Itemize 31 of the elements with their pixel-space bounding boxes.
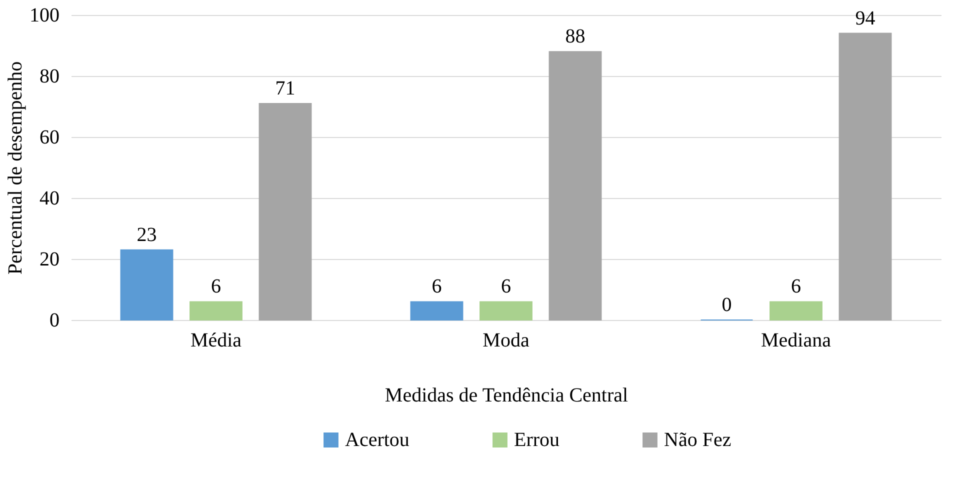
data-label: 6 [501, 276, 511, 298]
x-tick-label: Mediana [761, 330, 832, 352]
data-label: 23 [136, 224, 157, 246]
y-tick-label: 100 [30, 4, 60, 26]
y-tick-label: 40 [40, 188, 60, 210]
bar [770, 301, 822, 320]
x-tick-label: Média [190, 330, 242, 352]
x-tick-label: Moda [482, 330, 530, 352]
y-tick-label: 80 [40, 66, 60, 88]
bar [548, 51, 602, 320]
x-axis-title: Medidas de Tendência Central [384, 384, 629, 406]
y-tick-label: 0 [50, 310, 60, 332]
data-label: 94 [855, 7, 876, 30]
data-label: 71 [275, 77, 296, 100]
bar [120, 249, 174, 320]
y-axis-title: Percentual de desempenho [4, 61, 26, 275]
bar [480, 301, 532, 320]
data-label: 6 [791, 276, 801, 298]
data-label: 6 [211, 276, 221, 298]
data-label: 0 [722, 294, 732, 316]
y-tick-label: 20 [40, 248, 60, 270]
data-label: 6 [432, 276, 442, 298]
bar [190, 301, 242, 320]
bar [410, 301, 464, 320]
y-tick-label: 60 [40, 126, 60, 148]
bar [258, 102, 312, 320]
legend-label: Não Fez [664, 429, 732, 451]
data-label: 88 [565, 26, 586, 48]
legend-label: Errou [514, 429, 560, 451]
legend-label: Acertou [345, 429, 410, 451]
bar [838, 32, 892, 320]
